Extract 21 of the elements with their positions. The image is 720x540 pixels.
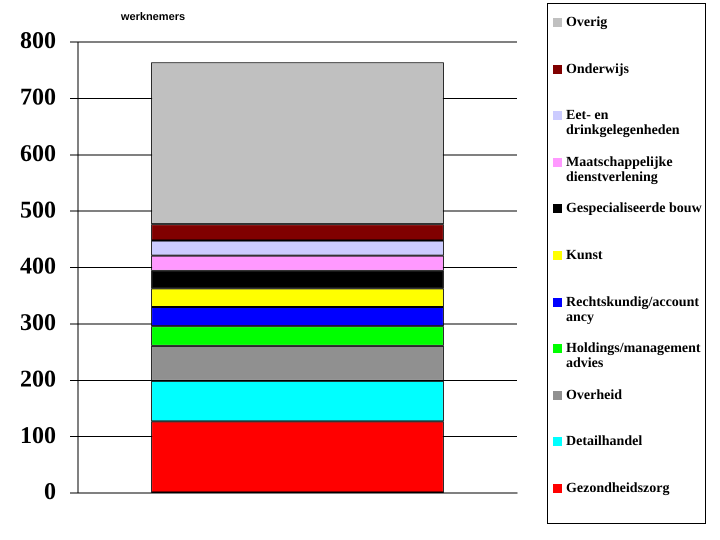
legend-label: Onderwijs bbox=[566, 62, 629, 77]
legend-label: Gespecialiseerde bouw bbox=[566, 201, 702, 216]
legend-label: Maatschappelijke dienstverlening bbox=[566, 154, 674, 185]
legend-label: Holdings/management advies bbox=[566, 341, 702, 372]
y-tick-label: 300 bbox=[20, 310, 56, 336]
legend-label: Overheid bbox=[566, 388, 622, 403]
y-tick-label: 800 bbox=[20, 28, 56, 54]
y-tick-label: 500 bbox=[20, 197, 56, 224]
legend-label: Rechtskundig/accountancy bbox=[566, 294, 700, 325]
legend-label: Gezondheidszorg bbox=[566, 480, 670, 496]
y-tick-label: 700 bbox=[20, 84, 56, 111]
legend-label: Detailhandel bbox=[566, 434, 642, 450]
y-tick-label: 400 bbox=[20, 254, 56, 280]
legend-label: Overig bbox=[566, 15, 608, 30]
legend-label: Eet- en drinkgelegenheden bbox=[566, 108, 681, 138]
legend-label: Kunst bbox=[566, 248, 603, 263]
y-tick-label: 0 bbox=[44, 479, 56, 506]
y-tick-label: 600 bbox=[20, 140, 56, 167]
y-tick-label: 200 bbox=[20, 366, 56, 392]
y-axis-title: werknemers bbox=[120, 11, 186, 23]
y-tick-label: 100 bbox=[20, 422, 56, 449]
